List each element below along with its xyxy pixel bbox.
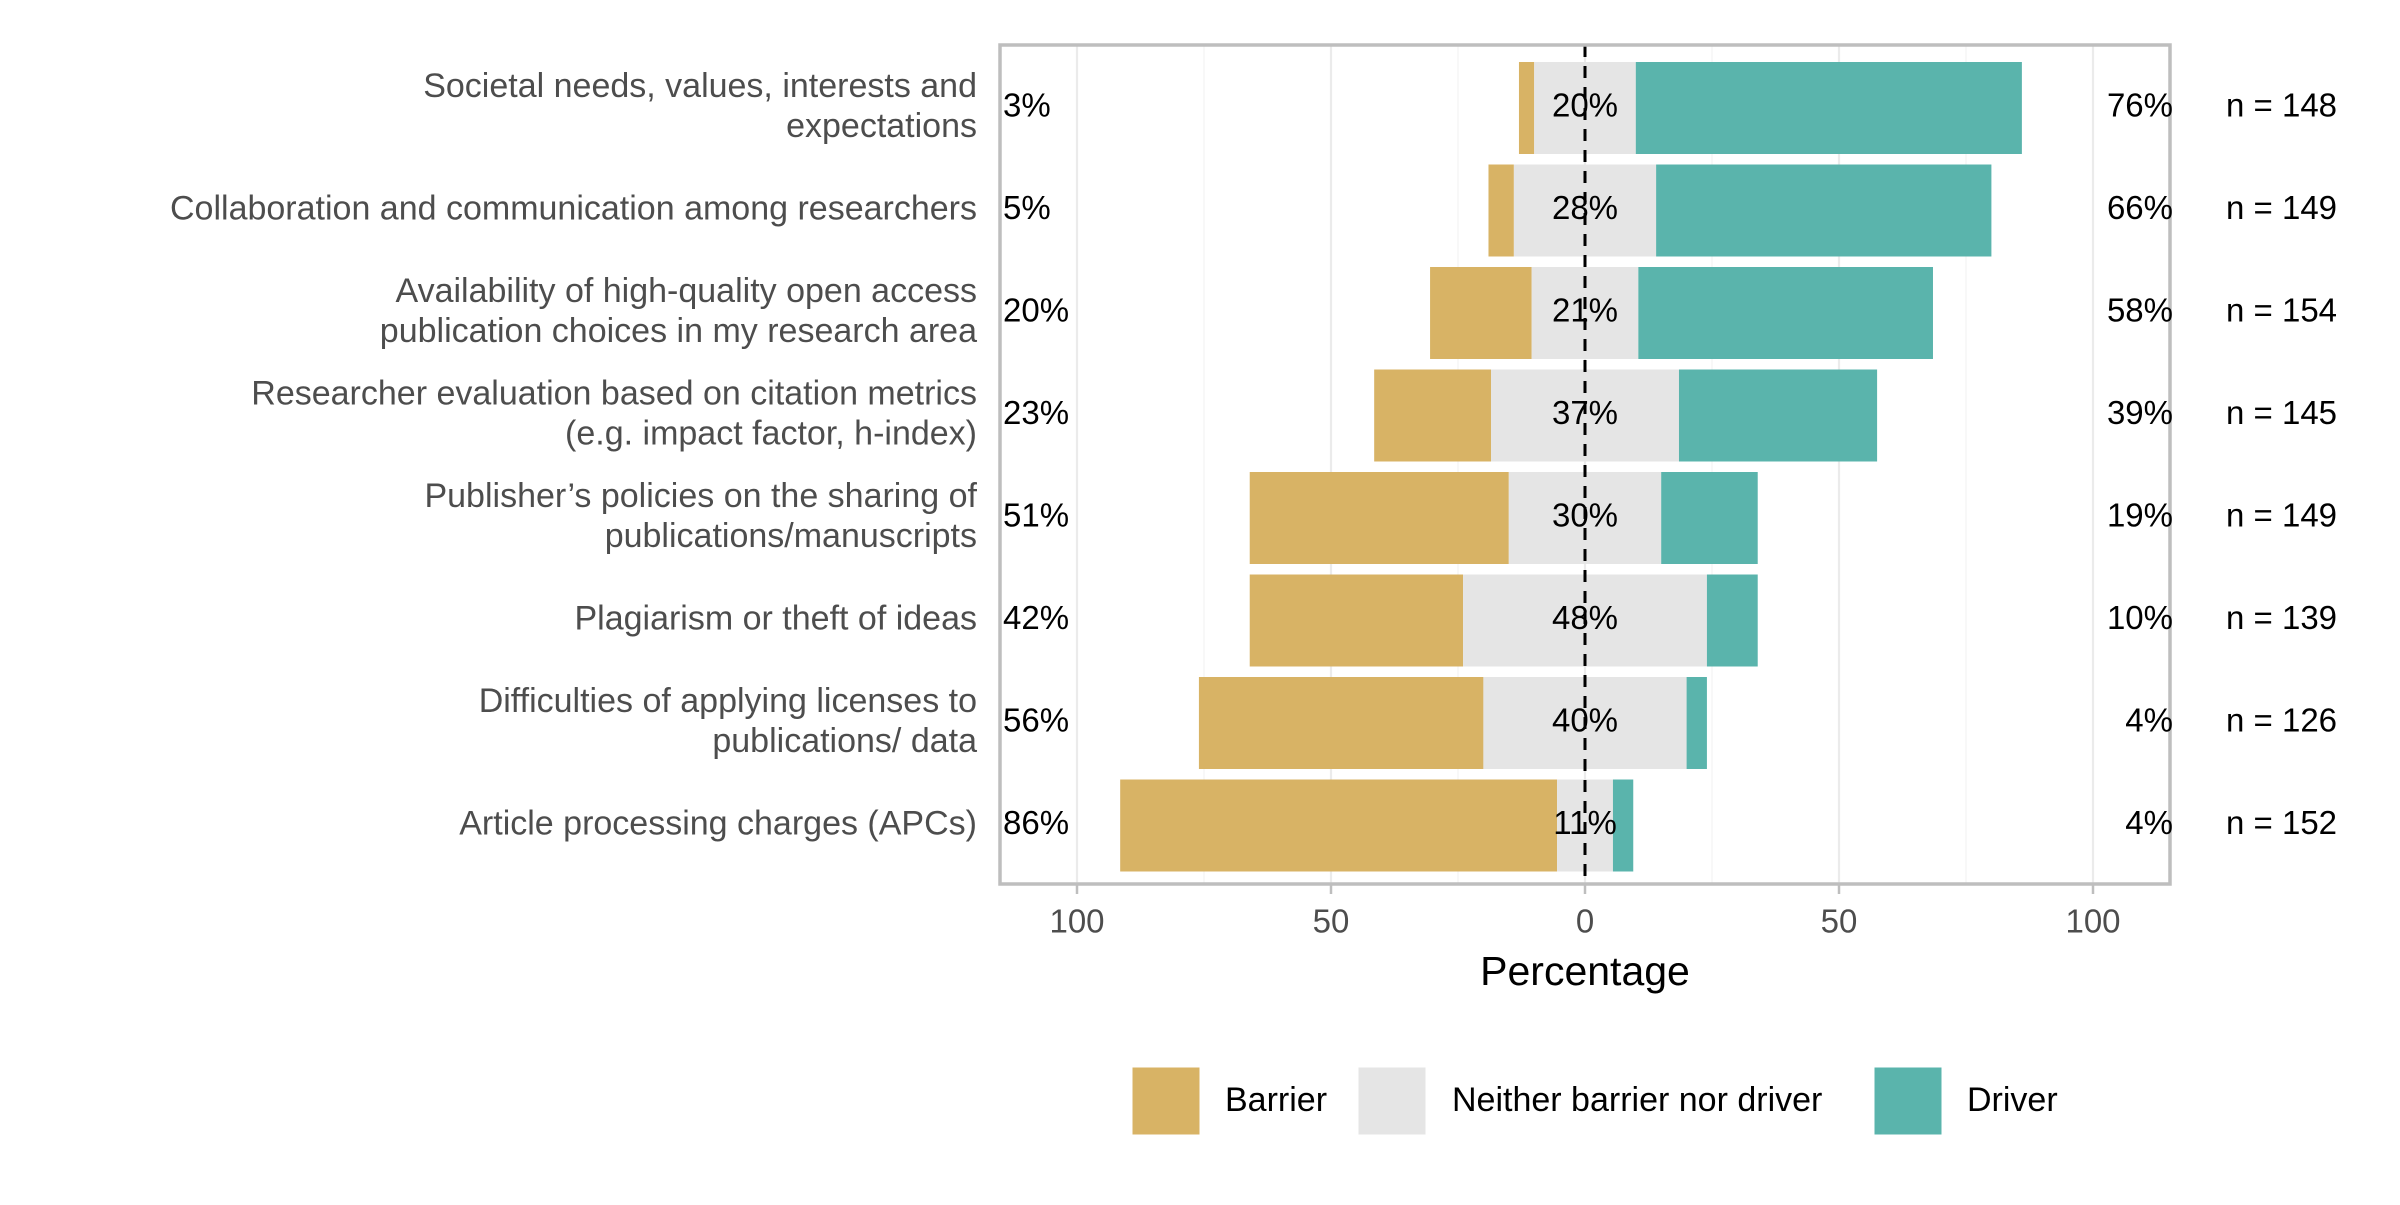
bar-driver xyxy=(1706,574,1758,667)
sample-size-label: n = 154 xyxy=(2226,292,2337,329)
category-label: Publisher’s policies on the sharing of xyxy=(424,477,977,515)
data-label-barrier: 86% xyxy=(1003,804,1069,841)
data-label-neither: 30% xyxy=(1552,497,1618,534)
legend-swatch xyxy=(1355,1064,1429,1138)
bar-driver xyxy=(1612,779,1634,872)
data-label-neither: 21% xyxy=(1552,292,1618,329)
bar-driver xyxy=(1638,267,1933,359)
bar-barrier xyxy=(1120,779,1558,872)
bar-driver xyxy=(1661,472,1758,564)
legend-label: Driver xyxy=(1967,1081,2058,1119)
data-label-neither: 40% xyxy=(1552,702,1618,739)
data-label-barrier: 42% xyxy=(1003,599,1069,636)
data-label-barrier: 5% xyxy=(1003,189,1051,226)
data-label-neither: 37% xyxy=(1552,394,1618,431)
bar-driver xyxy=(1656,164,1992,257)
category-label: Researcher evaluation based on citation … xyxy=(251,374,977,412)
data-label-neither: 28% xyxy=(1552,189,1618,226)
data-label-barrier: 56% xyxy=(1003,702,1069,739)
category-label: publications/manuscripts xyxy=(605,517,977,555)
data-label-neither: 48% xyxy=(1552,599,1618,636)
category-label: Collaboration and communication among re… xyxy=(170,189,977,227)
bar-barrier xyxy=(1518,62,1535,154)
x-tick-label: 0 xyxy=(1576,903,1594,940)
data-label-barrier: 3% xyxy=(1003,87,1051,124)
bar-barrier xyxy=(1249,574,1464,667)
category-label: publication choices in my research area xyxy=(380,312,977,350)
data-label-driver: 10% xyxy=(2107,599,2173,636)
category-label: Difficulties of applying licenses to xyxy=(479,682,977,720)
category-label: expectations xyxy=(786,107,977,145)
category-label: (e.g. impact factor, h-index) xyxy=(565,414,977,452)
data-label-neither: 11% xyxy=(1553,804,1617,841)
category-label: publications/ data xyxy=(712,722,977,760)
bar-barrier xyxy=(1249,472,1509,564)
sample-size-label: n = 148 xyxy=(2226,87,2337,124)
legend-label: Barrier xyxy=(1225,1081,1327,1119)
sample-size-label: n = 152 xyxy=(2226,804,2337,841)
data-label-driver: 19% xyxy=(2107,497,2173,534)
bar-barrier xyxy=(1488,164,1514,257)
bar-barrier xyxy=(1430,267,1532,359)
data-label-barrier: 23% xyxy=(1003,394,1069,431)
x-tick-label: 100 xyxy=(2065,903,2120,940)
data-label-driver: 39% xyxy=(2107,394,2173,431)
data-label-barrier: 20% xyxy=(1003,292,1069,329)
sample-size-label: n = 149 xyxy=(2226,497,2337,534)
x-tick-label: 50 xyxy=(1821,903,1858,940)
sample-size-label: n = 139 xyxy=(2226,599,2337,636)
x-tick-label: 100 xyxy=(1049,903,1104,940)
data-label-neither: 20% xyxy=(1552,87,1618,124)
sample-size-label: n = 126 xyxy=(2226,702,2337,739)
bar-barrier xyxy=(1198,677,1484,769)
category-label: Availability of high-quality open access xyxy=(396,272,978,310)
legend-swatch xyxy=(1871,1064,1945,1138)
data-label-driver: 66% xyxy=(2107,189,2173,226)
data-label-barrier: 51% xyxy=(1003,497,1069,534)
bar-driver xyxy=(1635,62,2022,154)
x-tick-label: 50 xyxy=(1313,903,1350,940)
category-label: Societal needs, values, interests and xyxy=(423,67,977,105)
legend-swatch xyxy=(1129,1064,1203,1138)
legend-label: Neither barrier nor driver xyxy=(1452,1081,1822,1119)
bar-barrier xyxy=(1374,369,1492,462)
data-label-driver: 76% xyxy=(2107,87,2173,124)
sample-size-label: n = 149 xyxy=(2226,189,2337,226)
bar-driver xyxy=(1678,369,1878,462)
data-label-driver: 58% xyxy=(2107,292,2173,329)
category-label: Article processing charges (APCs) xyxy=(459,804,977,842)
x-axis-title: Percentage xyxy=(1480,948,1690,994)
category-label: Plagiarism or theft of ideas xyxy=(574,599,977,637)
bar-driver xyxy=(1686,677,1707,769)
data-label-driver: 4% xyxy=(2125,804,2173,841)
data-label-driver: 4% xyxy=(2125,702,2173,739)
sample-size-label: n = 145 xyxy=(2226,394,2337,431)
